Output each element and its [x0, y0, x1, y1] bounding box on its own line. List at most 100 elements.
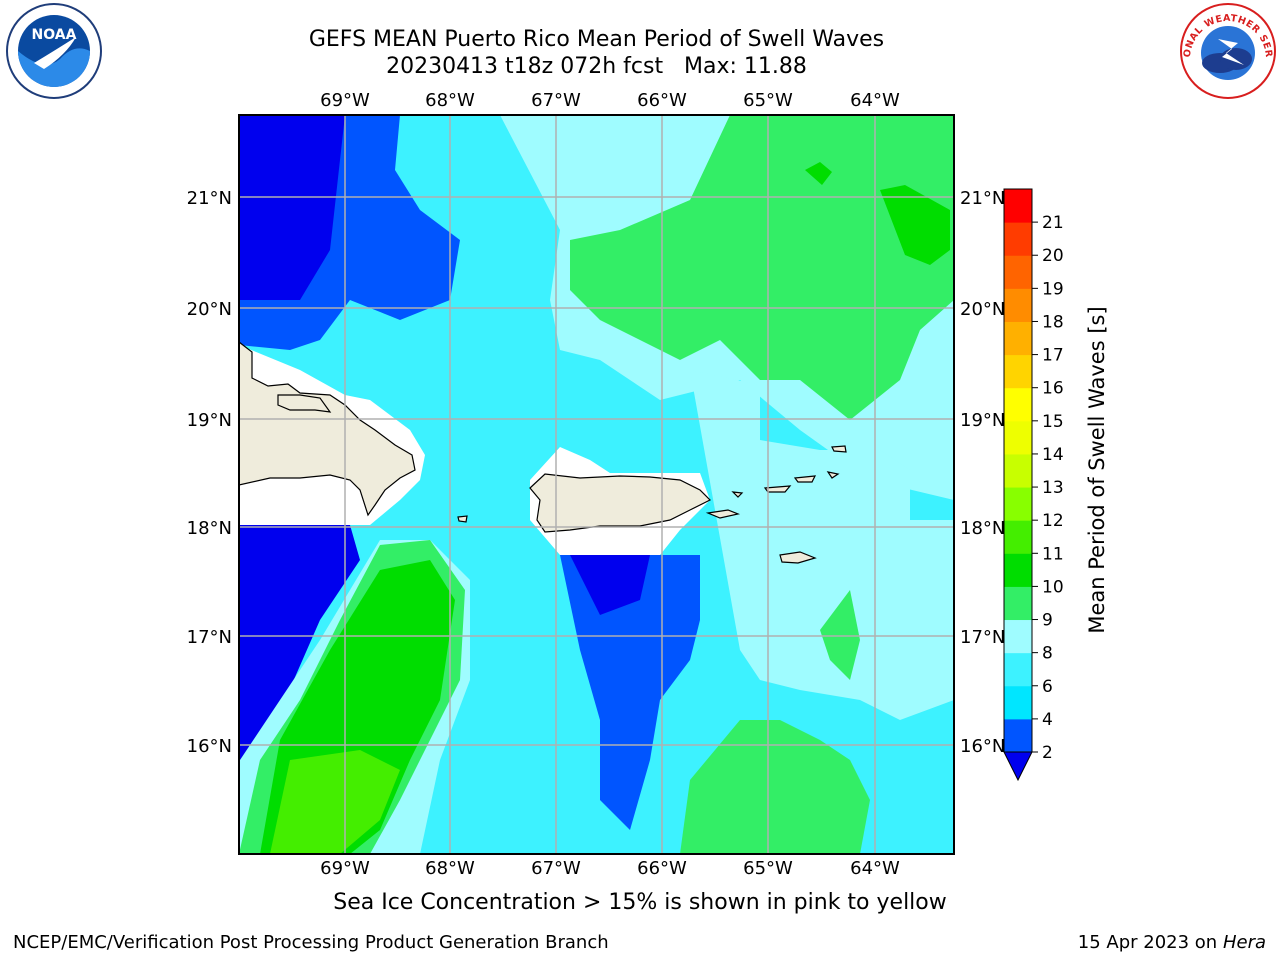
colorbar-tick-label: 16: [1042, 379, 1064, 399]
map-title: GEFS MEAN Puerto Rico Mean Period of Swe…: [308, 27, 885, 52]
colorbar-tick-label: 18: [1042, 312, 1064, 332]
contour-green-ne-core: [880, 185, 950, 265]
lat-label-left: 20°N: [187, 299, 232, 320]
map-subtitle-run: 20230413 t18z 072h fcst Max: 11.88: [386, 54, 807, 79]
colorbar-tick-label: 13: [1042, 478, 1064, 498]
lon-label-top: 64°W: [850, 90, 900, 111]
lon-label-bottom: 69°W: [320, 858, 370, 879]
coastlines: [238, 340, 847, 564]
colorbar-tick-label: 14: [1042, 445, 1064, 465]
map-frame: [238, 114, 955, 855]
colorbar-swatch: [1004, 387, 1032, 422]
colorbar-under-triangle: [1003, 751, 1033, 782]
nws-logo: NATIONAL WEATHER SERVICE: [1178, 3, 1276, 99]
colorbar-tick-label: 19: [1042, 279, 1064, 299]
colorbar-tick-label: 9: [1042, 611, 1053, 631]
colorbar-outline: [1003, 188, 1033, 753]
land-hispaniola: [238, 340, 416, 517]
lon-label-bottom: 65°W: [743, 858, 793, 879]
lat-label-left: 16°N: [187, 736, 232, 757]
colorbar-swatch: [1004, 453, 1032, 488]
land-culebra: [731, 491, 744, 498]
colorbar-swatch: [1004, 652, 1032, 687]
colorbar-swatch: [1004, 619, 1032, 654]
lat-label-right: 17°N: [960, 627, 1005, 648]
colorbar-tick-label: 21: [1042, 213, 1064, 233]
lat-label-right: 19°N: [960, 410, 1005, 431]
land-puerto-rico: [529, 473, 712, 533]
sea-ice-note: Sea Ice Concentration > 15% is shown in …: [333, 890, 947, 915]
lon-label-bottom: 67°W: [531, 858, 581, 879]
lat-label-left: 18°N: [187, 518, 232, 539]
lon-label-top: 67°W: [531, 90, 581, 111]
colorbar-swatch: [1004, 255, 1032, 289]
colorbar-swatch: [1004, 354, 1032, 389]
contour-blue-south-central: [560, 555, 700, 830]
lat-labels-right: 21°N 20°N 19°N 18°N 17°N 16°N: [960, 188, 1005, 757]
contour-green-east-patch: [820, 590, 860, 680]
colorbar-swatch: [1004, 321, 1032, 356]
contour-lime-southwest: [270, 750, 400, 854]
colorbar-tick-label: 10: [1042, 577, 1064, 597]
contour-green-small: [805, 162, 832, 185]
footer-date: 15 Apr 2023 on Hera: [1078, 932, 1266, 953]
colorbar-swatch: [1004, 586, 1032, 621]
contour-blue-northwest: [239, 115, 460, 350]
noaa-logo-text: NOAA: [32, 27, 77, 43]
lat-label-left: 17°N: [187, 627, 232, 648]
lon-label-bottom: 66°W: [637, 858, 687, 879]
lon-label-bottom: 64°W: [850, 858, 900, 879]
colorbar-tick-label: 12: [1042, 511, 1064, 531]
colorbar: 2 4 6 8 9 10 11 12 13 14 15 16 17 18 19 20 21: [1003, 188, 1064, 782]
land-mona: [457, 515, 468, 523]
lat-label-right: 21°N: [960, 188, 1005, 209]
land-virgin-islands-2: [793, 475, 817, 483]
colorbar-tick-label: 4: [1042, 710, 1053, 730]
land-hispaniola-peninsula: [277, 394, 332, 413]
contour-green-southeast: [680, 720, 870, 854]
footer-date-text: 15 Apr 2023 on: [1077, 932, 1218, 953]
lat-label-right: 18°N: [960, 518, 1005, 539]
lat-label-left: 21°N: [187, 188, 232, 209]
contour-deep-southwest: [239, 525, 360, 770]
land-anegada: [826, 471, 840, 479]
land-virgin-islands-1: [763, 485, 792, 493]
colorbar-swatch: [1004, 222, 1032, 256]
colorbar-tick-label: 20: [1042, 246, 1064, 266]
colorbar-swatch: [1004, 520, 1032, 554]
lat-label-right: 20°N: [960, 299, 1005, 320]
contour-green-northeast: [570, 115, 954, 420]
land-st-croix: [779, 551, 817, 564]
lon-label-bottom: 68°W: [425, 858, 475, 879]
colorbar-tick-label: 15: [1042, 412, 1064, 432]
footer-branch: NCEP/EMC/Verification Post Processing Pr…: [13, 932, 609, 953]
lon-label-top: 65°W: [743, 90, 793, 111]
land-anguilla: [831, 445, 847, 453]
lon-label-top: 69°W: [320, 90, 370, 111]
land-vieques: [705, 509, 741, 519]
lat-label-right: 16°N: [960, 736, 1005, 757]
colorbar-swatch: [1004, 420, 1032, 455]
lon-label-top: 66°W: [637, 90, 687, 111]
colorbar-tick-label: 6: [1042, 677, 1053, 697]
lat-label-left: 19°N: [187, 410, 232, 431]
colorbar-swatch: [1004, 718, 1032, 753]
contour-light-east: [690, 370, 954, 720]
colorbar-swatch: [1004, 487, 1032, 521]
footer-host: Hera: [1222, 932, 1266, 953]
lat-labels-left: 21°N 20°N 19°N 18°N 17°N 16°N: [187, 188, 232, 757]
colorbar-tick-label: 17: [1042, 346, 1064, 366]
colorbar-tick-label: 8: [1042, 644, 1053, 664]
colorbar-swatch: [1004, 189, 1032, 223]
lon-labels-bottom: 69°W 68°W 67°W 66°W 65°W 64°W: [320, 858, 900, 879]
colorbar-swatch: [1004, 288, 1032, 322]
noaa-logo: NOAA: [6, 3, 102, 99]
colorbar-label: Mean Period of Swell Waves [s]: [1085, 306, 1109, 634]
colorbar-tick-label: 11: [1042, 544, 1064, 564]
graticule: [239, 115, 954, 854]
colorbar-swatch: [1004, 685, 1032, 720]
colorbar-swatch: [1004, 553, 1032, 587]
lon-labels-top: 69°W 68°W 67°W 66°W 65°W 64°W: [320, 90, 900, 111]
lon-label-top: 68°W: [425, 90, 475, 111]
contour-deep-south-central: [570, 555, 650, 615]
